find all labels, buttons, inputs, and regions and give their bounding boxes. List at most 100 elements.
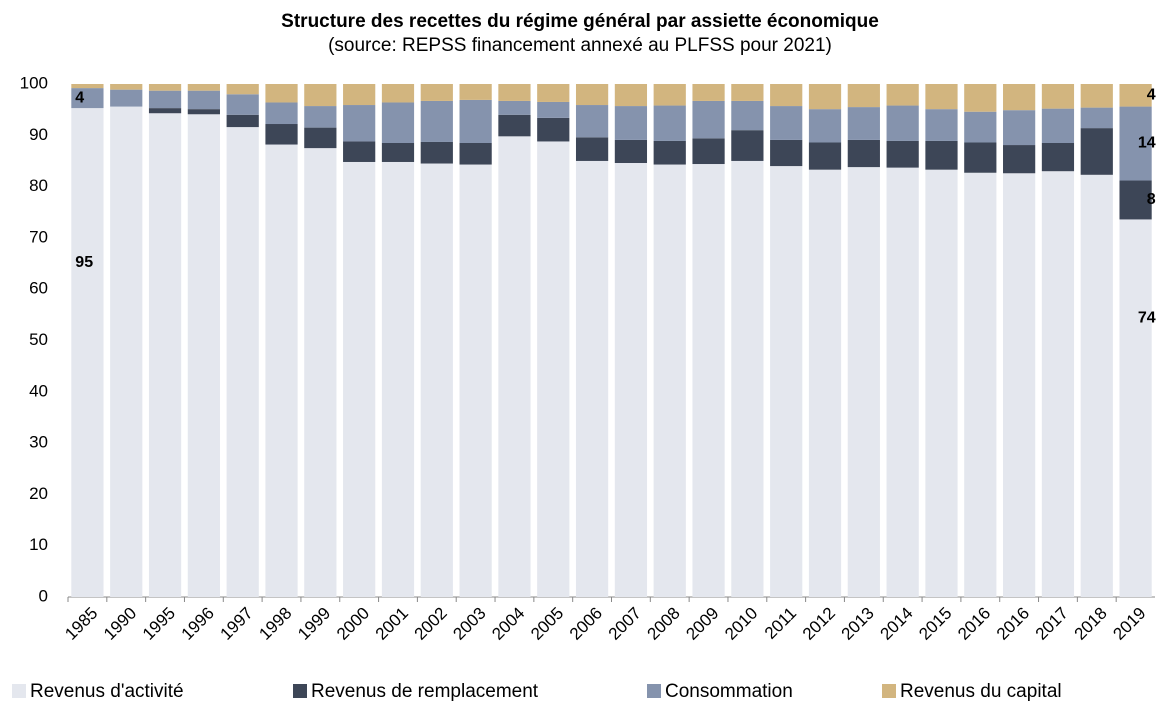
- bar-segment: [731, 130, 764, 161]
- x-tick-label: 1997: [217, 604, 257, 644]
- bar-segment: [304, 106, 337, 128]
- bar-segment: [381, 161, 415, 597]
- y-tick-label: 50: [29, 330, 48, 349]
- bar-segment: [343, 84, 376, 106]
- bar-segment: [1041, 171, 1075, 597]
- data-label: 14: [1138, 135, 1156, 152]
- bar-segment: [575, 84, 609, 106]
- bar-segment: [847, 107, 880, 140]
- x-tick-label: 2019: [1109, 604, 1149, 644]
- bar-segment: [886, 84, 919, 106]
- x-tick-label: 2003: [449, 604, 489, 644]
- bar-segment: [925, 109, 958, 141]
- bar-segment: [110, 106, 143, 598]
- y-tick-label: 70: [29, 227, 48, 246]
- x-tick-label: 2015: [915, 604, 955, 644]
- bar-segment: [808, 142, 842, 170]
- legend-label: Revenus d'activité: [30, 681, 184, 702]
- y-tick-label: 80: [29, 176, 48, 195]
- x-tick-label: 2016: [993, 604, 1033, 644]
- y-tick-label: 90: [29, 125, 48, 144]
- x-tick-label: 2001: [372, 604, 412, 644]
- x-tick-label: 2010: [721, 604, 761, 644]
- data-label: 4: [75, 89, 84, 106]
- bar-segment: [459, 99, 492, 143]
- bar-segment: [148, 108, 182, 114]
- legend-label: Revenus de remplacement: [311, 681, 539, 702]
- bar-segment: [187, 109, 220, 115]
- chart-title: Structure des recettes du régime général…: [281, 11, 879, 32]
- x-tick-label: 1998: [255, 604, 295, 644]
- x-tick-label: 2013: [838, 604, 878, 644]
- bar-segment: [692, 100, 725, 139]
- bar-segment: [731, 160, 764, 597]
- bar-segment: [459, 164, 492, 597]
- x-tick-label: 1999: [294, 604, 334, 644]
- bar-segment: [187, 114, 220, 597]
- bar-segment: [1003, 145, 1036, 174]
- bar-segment: [148, 90, 182, 109]
- bar-segment: [304, 148, 337, 597]
- bar-segment: [575, 105, 609, 138]
- bar-segment: [925, 169, 958, 597]
- bar-segment: [964, 172, 997, 597]
- y-tick-label: 10: [29, 535, 48, 554]
- bar-segment: [265, 124, 298, 145]
- bar-segment: [381, 84, 415, 103]
- bar-segment: [692, 138, 725, 165]
- bar-segment: [226, 127, 259, 597]
- data-label: 8: [1147, 191, 1156, 208]
- bar-segment: [226, 84, 259, 95]
- bar-segment: [420, 163, 453, 597]
- bar-segment: [925, 140, 958, 170]
- x-tick-label: 2009: [682, 604, 722, 644]
- legend-label: Consommation: [665, 681, 793, 702]
- bar-segment: [537, 84, 570, 102]
- bar-segment: [1080, 107, 1113, 129]
- bar-segment: [653, 140, 686, 165]
- bar-segment: [964, 84, 997, 112]
- bar-segment: [1003, 173, 1036, 597]
- bar-segment: [420, 141, 453, 164]
- bar-segment: [226, 114, 259, 128]
- bar-segment: [1041, 84, 1075, 109]
- bar-segment: [304, 127, 337, 149]
- bar-segment: [1003, 84, 1036, 111]
- bar-segment: [343, 105, 376, 142]
- bar-segment: [731, 84, 764, 101]
- legend-swatch: [293, 684, 307, 698]
- bar-segment: [459, 142, 492, 165]
- bar-segment: [614, 139, 648, 164]
- bar-segment: [148, 113, 182, 597]
- x-tick-label: 2016: [954, 604, 994, 644]
- x-tick-label: 2006: [566, 604, 606, 644]
- x-tick-label: 2017: [1032, 604, 1072, 644]
- bar-segment: [847, 84, 880, 108]
- bar-segment: [537, 101, 570, 118]
- x-tick-label: 2004: [488, 604, 528, 644]
- bar-segment: [498, 84, 531, 101]
- x-tick-label: 1990: [100, 604, 140, 644]
- bar-segment: [886, 140, 919, 168]
- bar-segment: [265, 144, 298, 597]
- bar-segment: [343, 141, 376, 162]
- x-tick-label: 2012: [799, 604, 839, 644]
- bar-segment: [653, 164, 686, 597]
- bar-segment: [808, 84, 842, 110]
- bar-segment: [187, 90, 220, 110]
- bar-segment: [808, 169, 842, 597]
- bar-segment: [110, 84, 143, 90]
- x-tick-label: 1996: [178, 604, 218, 644]
- y-tick-label: 20: [29, 484, 48, 503]
- legend-label: Revenus du capital: [900, 681, 1062, 702]
- bar-segment: [847, 167, 880, 597]
- bar-segment: [653, 84, 686, 106]
- x-tick-label: 2005: [527, 604, 567, 644]
- bar-segment: [343, 161, 376, 597]
- bar-segment: [71, 108, 104, 598]
- bar-segment: [71, 84, 104, 89]
- bar-segment: [1003, 110, 1036, 146]
- bar-segment: [148, 84, 182, 91]
- bar-segment: [653, 105, 686, 141]
